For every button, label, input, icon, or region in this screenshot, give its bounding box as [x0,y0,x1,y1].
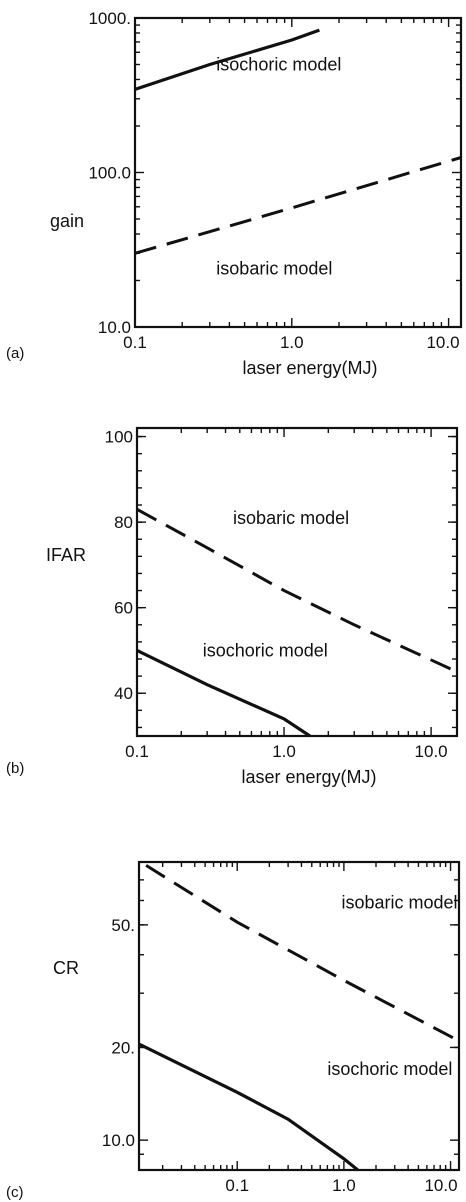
x-tick-label: 1.0 [280,333,304,352]
series-annotation: isobaric model [233,508,349,528]
y-tick-label: 10.0 [98,318,131,337]
series-annotation: isobaric model [342,893,458,913]
plot-frame [135,426,459,738]
y-tick-label: 1000. [88,9,131,28]
y-axis-label: CR [53,958,79,978]
chart-panel-c: 0.1 1.0 10.0 10.0 20. 50. isobaric model isocho… [6,860,461,1202]
series-annotation: isochoric model [216,55,341,75]
series-line-isobaric-model [134,156,462,255]
y-tick-label: 100.0 [88,164,131,183]
y-tick-label: 60 [114,599,133,618]
y-axis-label: gain [50,211,84,231]
plot-frame [133,16,463,329]
x-tick-label: 10.0 [415,742,448,761]
chart-panel-b: 0.1 1.0 10.0 40 60 80 100 isobaric model isochor… [6,426,459,787]
y-tick-label: 10.0 [102,1131,135,1150]
panel-label: (b) [6,760,24,777]
y-tick-label: 100 [105,428,133,447]
x-axis-label: laser energy(MJ) [241,767,376,787]
x-axis-label: laser energy(MJ) [242,358,377,378]
x-tick-label: 0.1 [225,1176,249,1195]
series-annotation: isobaric model [216,258,332,278]
x-tick-label: 1.0 [332,1176,356,1195]
chart-panel-a: 0.1 1.0 10.0 10.0 100.0 1000. isochoric model i… [6,9,463,378]
x-tick-label: 0.1 [125,742,149,761]
y-tick-label: 20. [111,1038,135,1057]
x-tick-label: 0.1 [123,333,147,352]
panel-label: (c) [6,1184,24,1201]
series-annotation: isochoric model [327,1059,452,1079]
x-tick-label: 10.0 [424,1176,457,1195]
series-line-isochoric-model [134,28,320,91]
x-tick-label: 1.0 [272,742,296,761]
y-axis-label: IFAR [46,545,86,565]
plot-frame [137,860,461,1172]
y-tick-label: 80 [114,513,133,532]
panel-label: (a) [6,345,24,362]
x-tick-label: 10.0 [426,333,459,352]
y-tick-label: 50. [111,916,135,935]
series-line-isobaric-model [145,864,460,1043]
series-annotation: isochoric model [203,640,328,660]
series-line-isochoric-model [138,1042,359,1172]
series-line-isochoric-model [136,648,311,738]
y-tick-label: 40 [114,684,133,703]
series-line-isobaric-model [136,507,458,674]
